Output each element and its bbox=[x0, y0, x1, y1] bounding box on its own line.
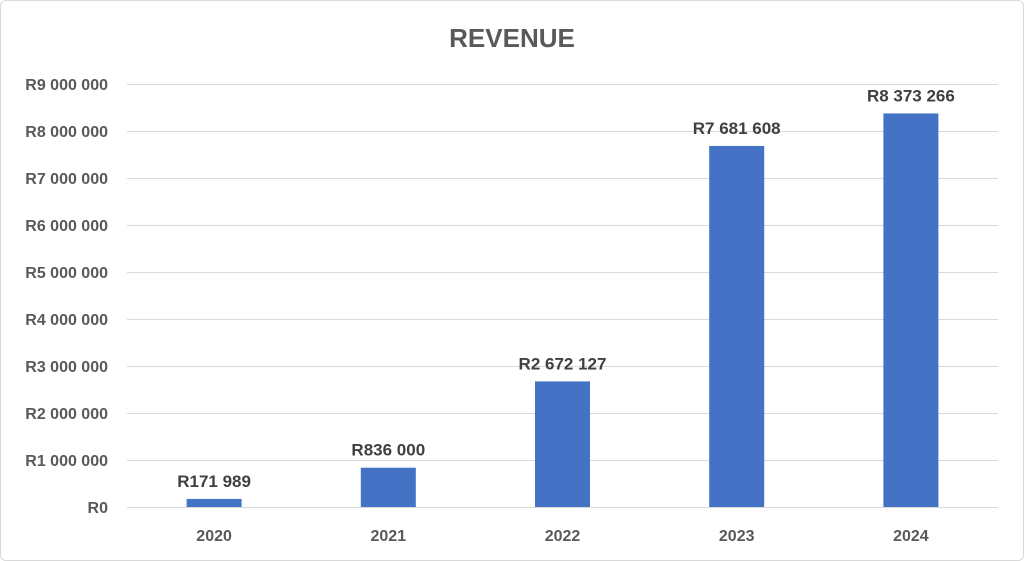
x-tick-label-2024: 2024 bbox=[893, 528, 929, 545]
data-label-2021: R836 000 bbox=[351, 441, 425, 460]
y-tick-label: R9 000 000 bbox=[25, 77, 108, 94]
y-tick-label: R2 000 000 bbox=[25, 406, 108, 423]
x-tick-label-2021: 2021 bbox=[371, 528, 407, 545]
x-tick-label-2022: 2022 bbox=[545, 528, 581, 545]
y-tick-label: R8 000 000 bbox=[25, 124, 108, 141]
bars bbox=[186, 113, 939, 508]
y-tick-label: R4 000 000 bbox=[25, 312, 108, 329]
x-axis-tick-labels: 2020 2021 2022 2023 2024 bbox=[196, 528, 928, 545]
y-tick-label: R7 000 000 bbox=[25, 171, 108, 188]
y-tick-label: R3 000 000 bbox=[25, 359, 108, 376]
bar-2022 bbox=[535, 381, 590, 507]
bar-2021 bbox=[360, 467, 416, 507]
bar-2024 bbox=[883, 113, 939, 508]
data-labels: R171 989 R836 000 R2 672 127 R7 681 608 R8 3… bbox=[177, 86, 955, 490]
x-tick-label-2023: 2023 bbox=[719, 528, 755, 545]
bar-2020 bbox=[186, 498, 242, 507]
y-tick-label: R5 000 000 bbox=[25, 265, 108, 282]
chart-title: REVENUE bbox=[449, 23, 575, 53]
y-axis-tick-labels: R0 R1 000 000 R2 000 000 R3 000 000 R4 000 0… bbox=[25, 77, 108, 517]
data-label-2024: R8 373 266 bbox=[867, 86, 955, 105]
bar-2023 bbox=[709, 145, 765, 507]
y-tick-label: R0 bbox=[88, 500, 109, 517]
gridlines bbox=[127, 84, 998, 508]
x-tick-label-2020: 2020 bbox=[196, 528, 232, 545]
data-label-2022: R2 672 127 bbox=[519, 354, 607, 373]
y-tick-label: R1 000 000 bbox=[25, 453, 108, 470]
y-tick-label: R6 000 000 bbox=[25, 218, 108, 235]
data-label-2023: R7 681 608 bbox=[693, 119, 781, 138]
data-label-2020: R171 989 bbox=[177, 472, 251, 491]
